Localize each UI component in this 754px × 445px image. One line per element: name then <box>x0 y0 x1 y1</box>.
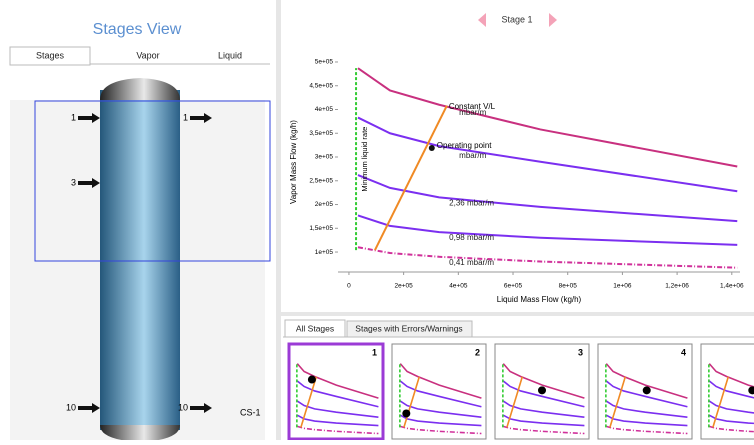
stage-thumbnail[interactable] <box>701 344 754 439</box>
thumbnail-point <box>402 409 410 417</box>
stage-title: Stage 1 <box>501 14 532 24</box>
horizontal-splitter[interactable] <box>281 312 754 316</box>
y-tick-label: 1,5e+05 <box>309 225 333 232</box>
stage-thumbnail[interactable]: 2 <box>392 344 486 439</box>
x-axis-label: Liquid Mass Flow (kg/h) <box>497 295 582 304</box>
feed-label: 1 <box>183 112 188 122</box>
app-window: Stages View Stage 1 Stages Vapor Liquid 1 3 1… <box>0 0 754 440</box>
y-tick-label: 2e+05 <box>315 201 334 208</box>
column-top-cap <box>100 78 180 100</box>
curve <box>358 68 737 166</box>
y-axis-label: Vapor Mass Flow (kg/h) <box>289 120 298 204</box>
curve-label: mbar/m <box>459 151 486 160</box>
y-tick-label: 5e+05 <box>315 59 334 66</box>
stage-thumbnail[interactable]: 4 <box>598 344 692 439</box>
x-tick-label: 6e+05 <box>504 283 523 290</box>
thumbnail-label: 4 <box>681 347 686 357</box>
stage-thumbnail[interactable]: 1 <box>289 344 383 439</box>
tab-label[interactable]: Liquid <box>218 50 242 60</box>
x-tick-label: 4e+05 <box>449 283 468 290</box>
tab-label[interactable]: Vapor <box>136 50 159 60</box>
curve-label: 0,41 mbar/m <box>449 258 494 267</box>
x-tick-label: 1,2e+06 <box>665 283 689 290</box>
annotation: Constant V/L <box>449 102 496 111</box>
curve <box>358 118 737 192</box>
column-body <box>100 90 180 430</box>
next-stage[interactable] <box>549 13 557 27</box>
thumbnail-label: 2 <box>475 347 480 357</box>
thumbnail-label: 3 <box>578 347 583 357</box>
feed-label: 10 <box>178 402 188 412</box>
stage-thumbnail[interactable]: 3 <box>495 344 589 439</box>
x-tick-label: 8e+05 <box>559 283 578 290</box>
y-tick-label: 3e+05 <box>315 154 334 161</box>
feed-label: 1 <box>71 112 76 122</box>
y-tick-label: 4,5e+05 <box>309 82 333 89</box>
y-tick-label: 1e+05 <box>315 249 334 256</box>
y-tick-label: 4e+05 <box>315 106 334 113</box>
curve-label: 2,36 mbar/m <box>449 199 494 208</box>
thumbnail-point <box>538 386 546 394</box>
thumbnail-point <box>308 376 316 384</box>
x-tick-label: 1e+06 <box>613 283 632 290</box>
annotation: Minimum liquid rate <box>360 127 369 192</box>
tab-label[interactable]: All Stages <box>296 323 334 333</box>
curve <box>358 247 737 267</box>
annotation: Operating point <box>437 141 492 150</box>
x-tick-label: 0 <box>347 283 351 290</box>
curve-label: 0,98 mbar/m <box>449 233 494 242</box>
thumbnail-label: 1 <box>372 347 377 357</box>
x-tick-label: 2e+05 <box>394 283 413 290</box>
prev-stage[interactable] <box>478 13 486 27</box>
screen: Stages View Stage 1 Stages Vapor Liquid 1 3 1… <box>0 0 754 440</box>
panel-title: Stages View <box>93 21 182 38</box>
x-tick-label: 1,4e+06 <box>720 283 744 290</box>
curve <box>358 215 737 244</box>
y-tick-label: 3,5e+05 <box>309 130 333 137</box>
feed-label: 10 <box>66 402 76 412</box>
feed-label: 3 <box>71 177 76 187</box>
y-tick-label: 2,5e+05 <box>309 177 333 184</box>
operating-point <box>429 145 435 151</box>
column-name: CS-1 <box>240 407 261 417</box>
tab-label[interactable]: Stages <box>36 50 65 60</box>
vertical-splitter[interactable] <box>276 0 281 440</box>
thumbnail-point <box>643 386 651 394</box>
tab-label[interactable]: Stages with Errors/Warnings <box>355 323 462 333</box>
